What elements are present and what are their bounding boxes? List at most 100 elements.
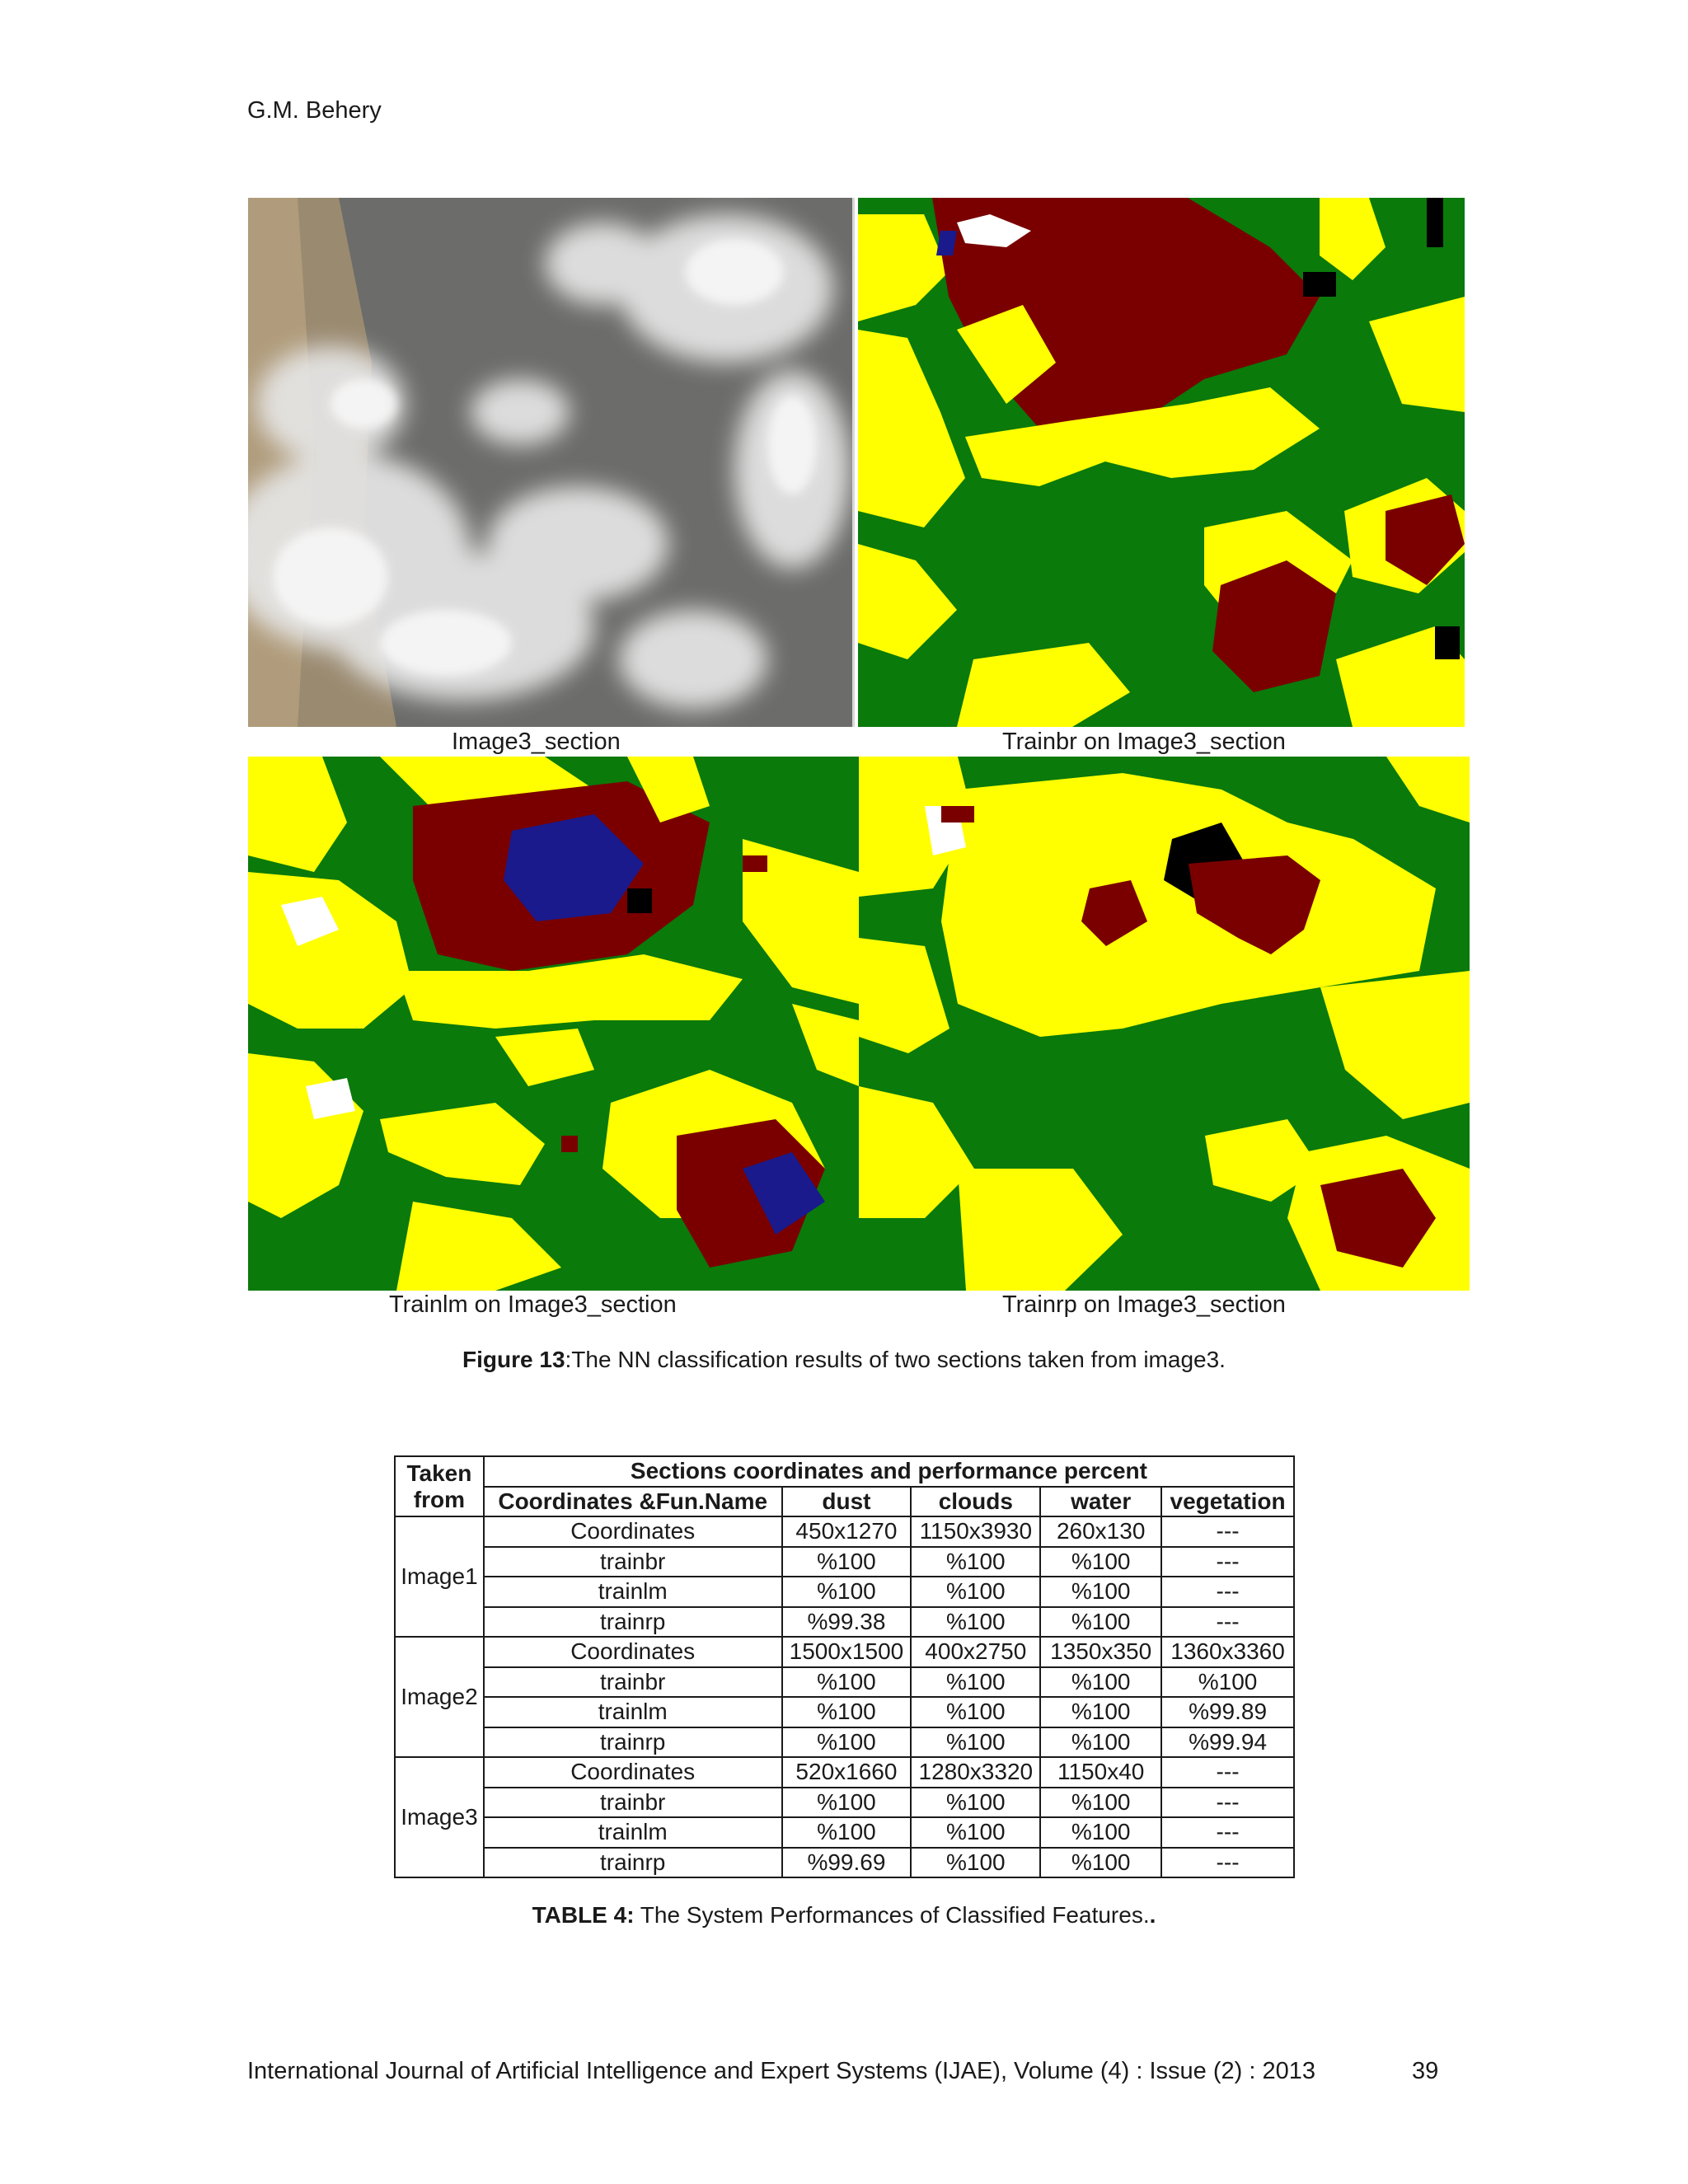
- table-cell: trainrp: [482, 1726, 783, 1758]
- table-cell: trainbr: [482, 1666, 783, 1698]
- column-header: vegetation: [1160, 1485, 1295, 1517]
- table-row: trainbr %100 %100 %100 ---: [395, 1545, 1295, 1577]
- panel-caption-trainbr: Trainbr on Image3_section: [1002, 729, 1286, 755]
- table-cell: ---: [1160, 1756, 1295, 1788]
- table-cell: %100: [1039, 1786, 1163, 1818]
- table-cell: 260x130: [1039, 1516, 1163, 1548]
- table-cell: %100: [781, 1726, 912, 1758]
- table-cell: Coordinates: [482, 1516, 783, 1548]
- table-row: trainlm %100 %100 %100 ---: [395, 1576, 1295, 1608]
- table-cell: Coordinates: [482, 1756, 783, 1788]
- table-cell: 1500x1500: [781, 1636, 912, 1668]
- table-cell: trainlm: [482, 1696, 783, 1728]
- table-cell: Coordinates: [482, 1636, 783, 1668]
- table-cell: trainrp: [482, 1846, 783, 1878]
- table-cell: %99.69: [781, 1846, 912, 1878]
- table-row: trainrp %99.38 %100 %100 ---: [395, 1605, 1295, 1638]
- table-header-taken-from: Taken from: [394, 1455, 485, 1517]
- table-row: trainrp %100 %100 %100 %99.94: [395, 1726, 1295, 1758]
- table-caption-label: TABLE 4:: [532, 1902, 635, 1928]
- table-row: Image3 Coordinates 520x1660 1280x3320 1150x4…: [394, 1756, 1295, 1878]
- table-cell: ---: [1160, 1516, 1295, 1548]
- table-cell: 450x1270: [781, 1516, 912, 1548]
- table-caption-text: The System Performances of Classified Fe…: [634, 1902, 1150, 1928]
- table-cell: %100: [910, 1605, 1042, 1638]
- table-cell: 1150x40: [1039, 1756, 1163, 1788]
- panel-caption-trainrp: Trainrp on Image3_section: [1002, 1291, 1286, 1318]
- table-cell: %99.38: [781, 1605, 912, 1638]
- group-name-cell: Image1: [394, 1516, 485, 1638]
- table-cell: ---: [1160, 1545, 1295, 1577]
- table-row: trainbr %100 %100 %100 %100: [395, 1666, 1295, 1698]
- table-cell: %100: [910, 1816, 1042, 1849]
- trainlm-classification-map: [248, 757, 859, 1291]
- table-cell: %100: [1039, 1726, 1163, 1758]
- figure-caption: Figure 13:The NN classification results …: [0, 1347, 1688, 1373]
- table-cell: %100: [910, 1696, 1042, 1728]
- table-cell: %100: [910, 1726, 1042, 1758]
- panel-caption-image3: Image3_section: [452, 729, 621, 755]
- table-caption: TABLE 4: The System Performances of Clas…: [532, 1902, 1156, 1928]
- satellite-image-panel: [248, 198, 855, 727]
- group-name-cell: Image2: [394, 1636, 485, 1758]
- table-cell: trainbr: [482, 1545, 783, 1577]
- table-row: trainlm %100 %100 %100 ---: [395, 1816, 1295, 1849]
- trainbr-classification-map: [858, 198, 1465, 727]
- column-header: dust: [781, 1485, 912, 1517]
- trainrp-classification-map: [859, 757, 1470, 1291]
- table-cell: %100: [910, 1576, 1042, 1608]
- table-cell: trainbr: [482, 1786, 783, 1818]
- table-cell: ---: [1160, 1576, 1295, 1608]
- table-cell: %100: [910, 1666, 1042, 1698]
- table-row: Image1 Coordinates 450x1270 1150x3930 260x13…: [394, 1516, 1295, 1638]
- table-cell: trainlm: [482, 1816, 783, 1849]
- table-cell: ---: [1160, 1786, 1295, 1818]
- table-cell: ---: [1160, 1605, 1295, 1638]
- table-cell: %100: [1039, 1605, 1163, 1638]
- figure-caption-label: Figure 13: [462, 1347, 565, 1372]
- column-header: Coordinates &Fun.Name: [482, 1485, 783, 1517]
- table-cell: %100: [781, 1666, 912, 1698]
- table-cell: ---: [1160, 1816, 1295, 1849]
- column-header: clouds: [910, 1485, 1042, 1517]
- table-cell: trainlm: [482, 1576, 783, 1608]
- table-cell: %100: [910, 1786, 1042, 1818]
- performance-table: Taken from Sections coordinates and perf…: [394, 1455, 1296, 1878]
- table-cell: %100: [781, 1696, 912, 1728]
- table-row: trainrp %99.69 %100 %100 ---: [395, 1846, 1295, 1878]
- table-cell: %100: [1039, 1816, 1163, 1849]
- table-row: Image2 Coordinates 1500x1500 400x2750 1350x3…: [394, 1636, 1295, 1758]
- page-number: 39: [1412, 2058, 1439, 2084]
- table-cell: trainrp: [482, 1605, 783, 1638]
- table-cell: %100: [1039, 1666, 1163, 1698]
- table-cell: %100: [1039, 1545, 1163, 1577]
- table-cell: 1360x3360: [1160, 1636, 1295, 1668]
- table-cell: %100: [1039, 1696, 1163, 1728]
- table-cell: %99.94: [1160, 1726, 1295, 1758]
- journal-footer: International Journal of Artificial Inte…: [247, 2058, 1315, 2084]
- table-cell: %100: [781, 1576, 912, 1608]
- group-name-cell: Image3: [394, 1756, 485, 1878]
- table-header-group: Sections coordinates and performance per…: [482, 1455, 1296, 1488]
- table-cell: 400x2750: [910, 1636, 1042, 1668]
- table-cell: %100: [781, 1786, 912, 1818]
- table-body: Image1 Coordinates 450x1270 1150x3930 260x13…: [394, 1516, 1295, 1878]
- table-cell: %100: [781, 1545, 912, 1577]
- table-cell: %100: [910, 1545, 1042, 1577]
- running-header-author: G.M. Behery: [247, 97, 382, 124]
- table-cell: %100: [910, 1846, 1042, 1878]
- table-cell: %100: [1039, 1846, 1163, 1878]
- table-row: trainbr %100 %100 %100 ---: [395, 1786, 1295, 1818]
- table-cell: 1150x3930: [910, 1516, 1042, 1548]
- table-cell: %100: [1160, 1666, 1295, 1698]
- figure-caption-text: :The NN classification results of two se…: [565, 1347, 1226, 1372]
- table-cell: %100: [781, 1816, 912, 1849]
- table-cell: %99.89: [1160, 1696, 1295, 1728]
- table-cell: 1350x350: [1039, 1636, 1163, 1668]
- table-row: trainlm %100 %100 %100 %99.89: [395, 1696, 1295, 1728]
- table-cell: 520x1660: [781, 1756, 912, 1788]
- table-cell: %100: [1039, 1576, 1163, 1608]
- column-header: water: [1039, 1485, 1163, 1517]
- table-cell: ---: [1160, 1846, 1295, 1878]
- table-cell: 1280x3320: [910, 1756, 1042, 1788]
